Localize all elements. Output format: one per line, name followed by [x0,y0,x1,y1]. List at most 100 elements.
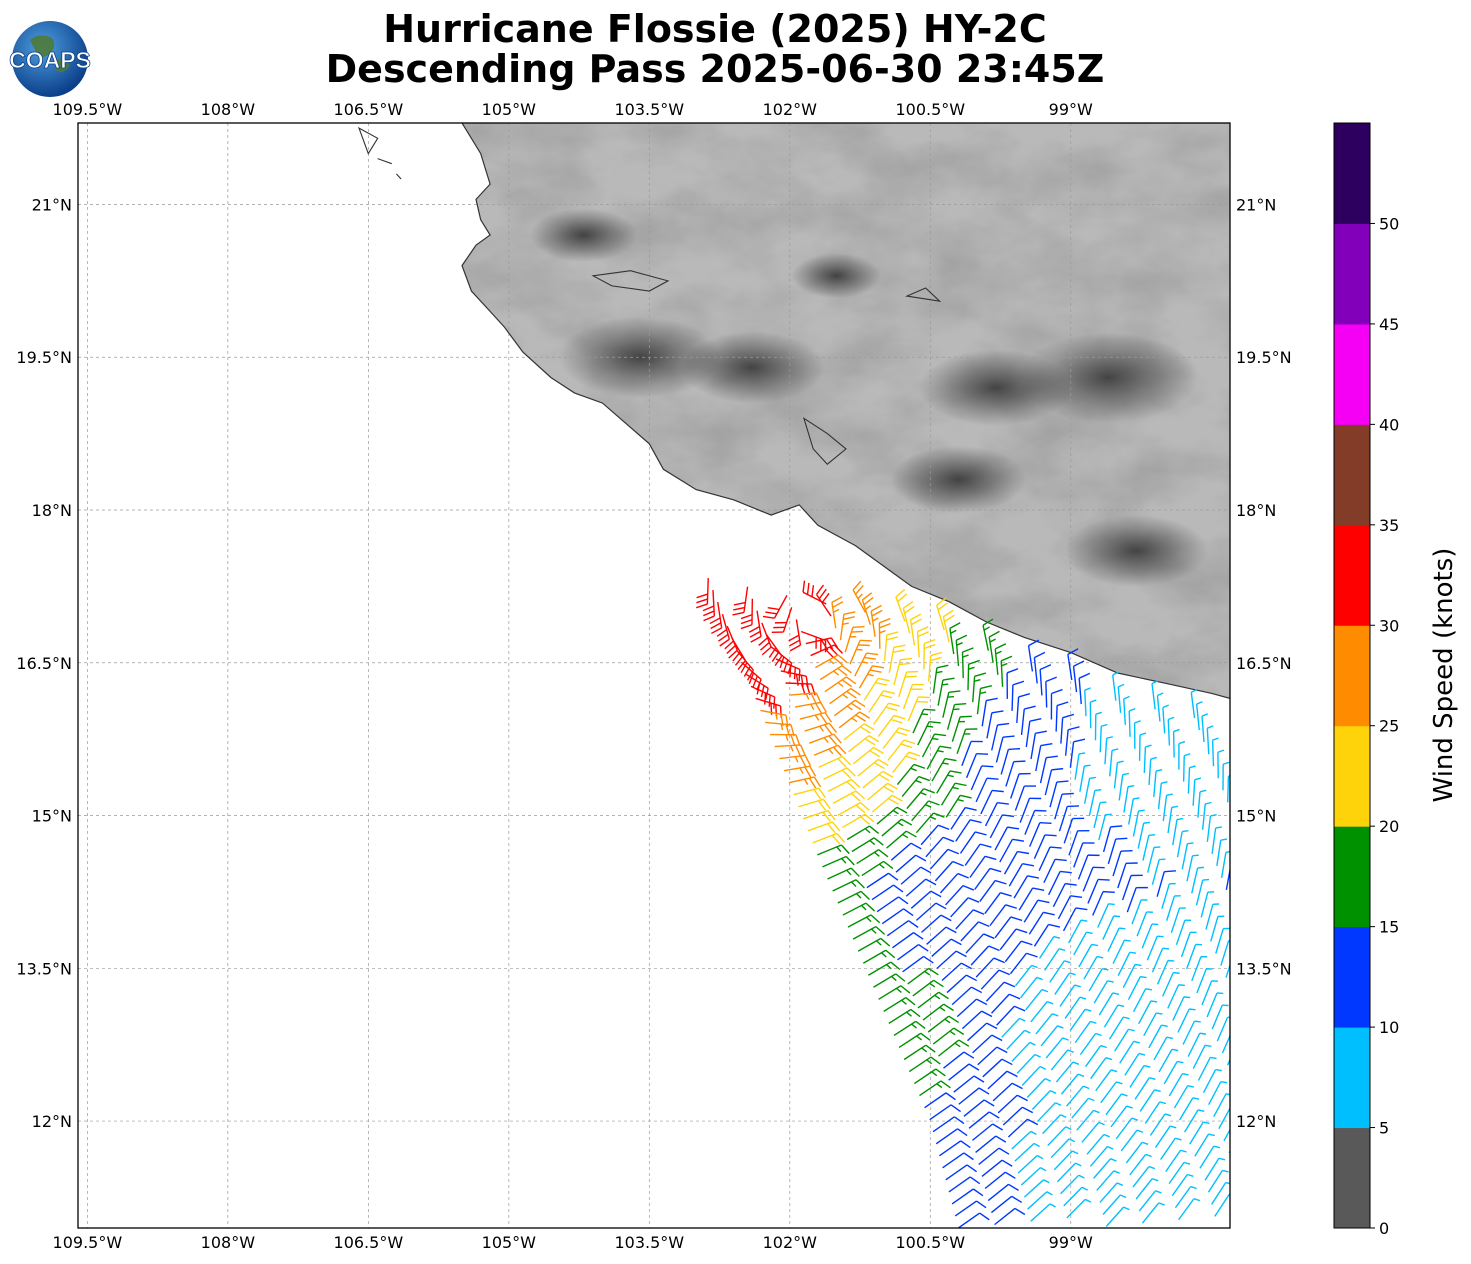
wind-barb [774,744,806,757]
lat-tick-label: 18°N [1236,501,1276,520]
wind-barb [903,1044,936,1061]
wind-barb [839,611,856,641]
wind-barb [817,844,850,856]
wind-barb [935,1128,968,1145]
map-title-line1: Hurricane Flossie (2025) HY-2C [383,7,1047,51]
wind-barb [1181,842,1194,870]
wind-barb [1083,955,1104,980]
wind-barb [1161,882,1176,909]
wind-barb [1021,1065,1047,1086]
wind-barb [1040,1025,1064,1047]
wind-barb [897,943,929,961]
wind-barb [1049,780,1069,808]
wind-barb [1050,688,1063,720]
wind-barb [799,711,833,724]
wind-barb [1011,680,1025,711]
wind-barb [968,1111,1000,1129]
wind-barb [1215,927,1230,954]
wind-barb [1208,1081,1228,1106]
lon-tick-label: 108°W [201,100,256,119]
wind-barb [916,626,929,658]
wind-barb [1138,1190,1162,1212]
wind-barb [1211,1004,1229,1030]
terrain-peak [1064,514,1209,587]
wind-barb [842,902,876,916]
wind-barb [1020,1166,1047,1186]
wind-barb [893,1020,926,1037]
colorbar-bin [1334,1127,1370,1229]
wind-barb [978,1147,1010,1165]
wind-barb [1072,660,1085,693]
wind-barb [1054,792,1074,820]
colorbar-label: Wind Speed (knots) [1429,548,1459,803]
wind-barb [1092,890,1115,916]
wind-barb [984,802,1009,827]
wind-barb [1073,842,1095,868]
wind-barb [1108,1016,1130,1040]
wind-barb [1124,1052,1146,1076]
wind-barb [927,1015,960,1033]
wind-barb [877,714,906,737]
wind-barb [1225,866,1230,891]
wind-barb [977,1046,1008,1066]
lat-tick-label: 15°N [1236,807,1276,826]
plot-frame [77,122,1231,1229]
terrain-peak [1018,332,1199,423]
colorbar-tick-label: 15 [1379,918,1399,937]
wind-barb [823,767,856,780]
wind-barb [955,634,968,667]
wind-barb [863,677,890,701]
wind-barb [989,904,1018,927]
lat-tick-label: 19.5°N [16,348,72,367]
wind-barb [900,866,932,885]
wind-barb [833,699,866,717]
wind-barb [1027,1191,1053,1210]
wind-barb [858,665,885,689]
wind-barb [822,855,855,868]
wind-barb [1063,1186,1088,1207]
wind-barb [1066,1198,1092,1219]
wind-barb [1178,1097,1200,1121]
colorbar-bin [1334,424,1370,526]
wind-barb [838,711,870,729]
water-body-outline [591,270,670,292]
wind-barb [912,979,944,997]
wind-barb [867,782,898,801]
wind-barb [890,842,922,861]
wind-barb [1189,1121,1210,1145]
wind-barb [1020,705,1036,736]
wind-barb [788,619,802,652]
wind-barb [1177,1008,1196,1033]
wind-barb [1163,1060,1184,1085]
wind-barb [1011,1130,1037,1150]
terrain-peak [558,316,721,398]
wind-barb [1084,687,1091,717]
wind-barb [1137,821,1151,849]
wind-barb [942,1152,974,1169]
wind-barb [847,914,881,928]
wind-barb [951,715,972,742]
wind-barb [1178,1198,1201,1221]
wind-barb [1093,1158,1117,1179]
wind-barb [1074,1020,1097,1044]
wind-barb [932,1116,965,1133]
wind-barb [987,1183,1019,1202]
wind-barb [1141,1202,1165,1224]
wind-barb [878,617,891,649]
wind-barb [762,595,788,619]
wind-barb [961,740,983,767]
wind-barb [1057,895,1083,920]
wind-barb [1107,927,1126,952]
wind-barb [861,860,894,877]
wind-barb [1058,805,1080,832]
wind-barb [1148,1024,1168,1049]
lakes [357,126,942,465]
wind-barb [1029,822,1052,847]
wind-barb [716,613,730,647]
wind-barb [1014,785,1036,811]
wind-barb [1112,671,1119,701]
wind-barb [917,991,949,1009]
wind-barb [1097,903,1115,928]
wind-barb [975,957,1005,978]
wind-barb [932,1027,965,1045]
